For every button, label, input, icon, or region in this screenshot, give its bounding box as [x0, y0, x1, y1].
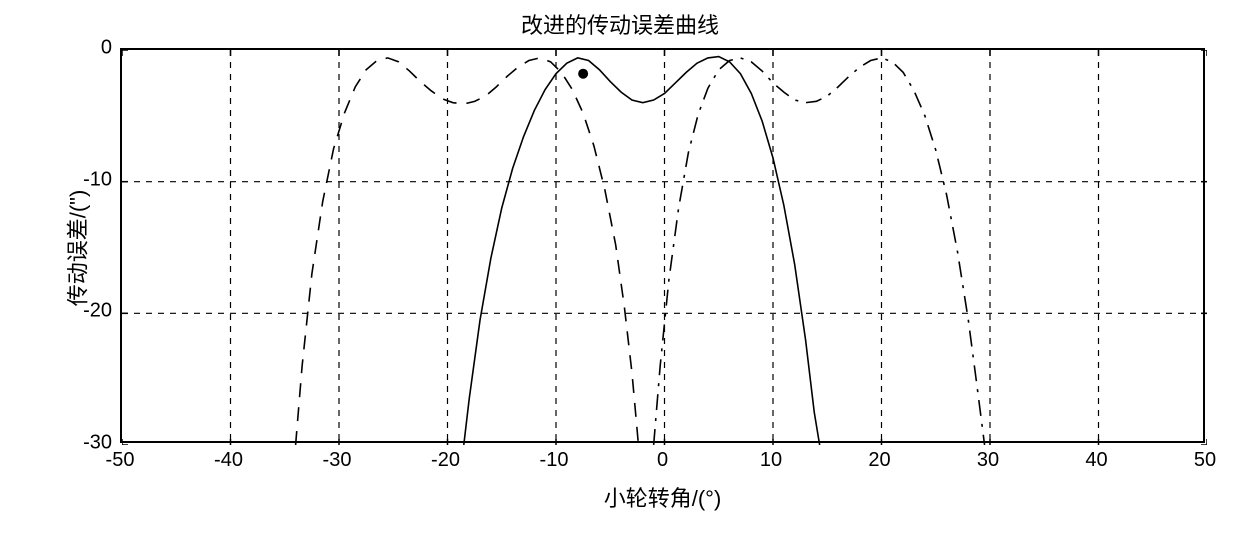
x-tick-label: -30: [323, 449, 352, 472]
x-tick-label: 40: [1085, 449, 1107, 472]
series-path: [296, 58, 639, 445]
curves-layer: [122, 50, 1207, 445]
y-tick-label: -10: [52, 168, 112, 191]
chart-title: 改进的传动误差曲线: [0, 8, 1240, 40]
x-axis-label: 小轮转角/(°): [120, 481, 1205, 513]
y-axis-label: 传动误差/("): [60, 189, 92, 306]
y-tick-label: -20: [52, 300, 112, 323]
marker-dot: [578, 69, 588, 79]
x-tick-label: 0: [657, 449, 668, 472]
x-tick-label: 50: [1194, 449, 1216, 472]
plot-area: [120, 48, 1205, 443]
x-tick-label: -40: [214, 449, 243, 472]
series-path: [654, 58, 985, 445]
figure: 改进的传动误差曲线 传动误差/(") 小轮转角/(°) -50-40-30-20…: [0, 0, 1240, 541]
x-tick-label: 20: [868, 449, 890, 472]
x-tick-label: 30: [977, 449, 999, 472]
x-tick-label: -20: [431, 449, 460, 472]
y-tick-label: -30: [52, 432, 112, 455]
series-path: [464, 57, 820, 445]
grid-lines: [122, 50, 1207, 445]
x-tick-label: -10: [540, 449, 569, 472]
x-tick-label: 10: [760, 449, 782, 472]
y-tick-label: 0: [52, 37, 112, 60]
